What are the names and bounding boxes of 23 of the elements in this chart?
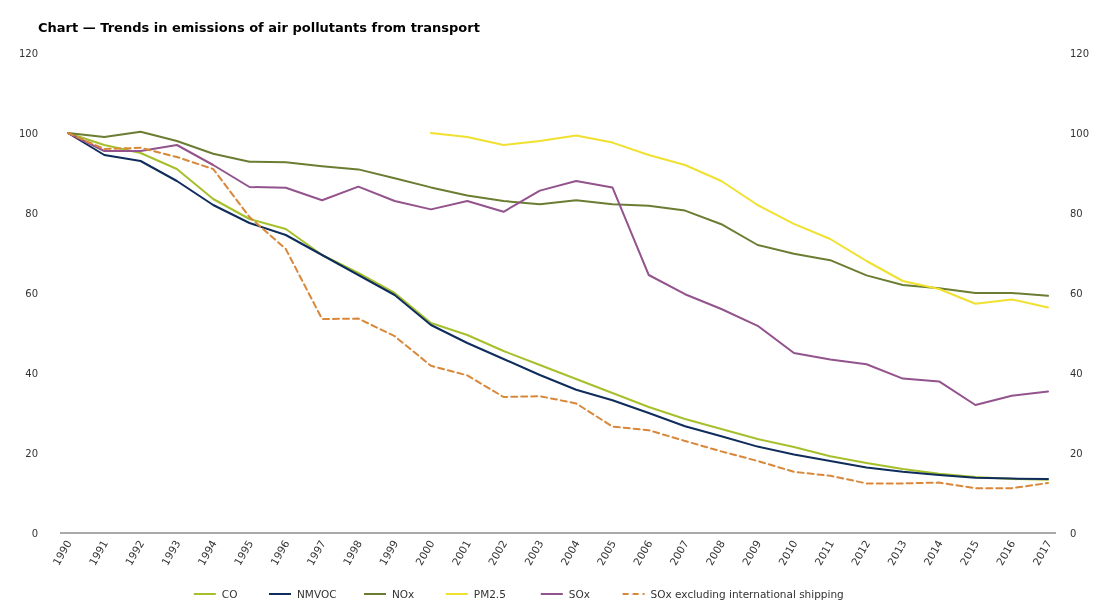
legend-label: SOx xyxy=(568,588,590,600)
y2-tick-label: 40 xyxy=(1070,367,1083,379)
y-tick-label: 100 xyxy=(18,127,38,139)
legend-label: SOx excluding international shipping xyxy=(650,588,844,600)
y-tick-label: 120 xyxy=(18,47,38,59)
line-series xyxy=(429,132,1049,309)
y2-tick-label: 100 xyxy=(1070,127,1090,139)
y2-tick-label: 120 xyxy=(1070,47,1090,59)
line-series xyxy=(67,130,1049,297)
legend-label: NOx xyxy=(392,588,415,600)
y-tick-label: 80 xyxy=(25,207,38,219)
legend-label: NMVOC xyxy=(297,588,337,600)
y-tick-label: 0 xyxy=(31,527,38,539)
chart-title: Chart — Trends in emissions of air pollutants from transport xyxy=(38,20,480,35)
legend-label: PM2.5 xyxy=(473,588,506,600)
y2-tick-label: 20 xyxy=(1070,447,1083,459)
y-tick-label: 40 xyxy=(25,367,38,379)
y2-tick-label: 80 xyxy=(1070,207,1083,219)
y2-tick-label: 0 xyxy=(1070,527,1077,539)
y-tick-label: 20 xyxy=(25,447,38,459)
legend-label: CO xyxy=(221,588,238,600)
y-tick-label: 60 xyxy=(25,287,38,299)
y2-tick-label: 60 xyxy=(1070,287,1083,299)
